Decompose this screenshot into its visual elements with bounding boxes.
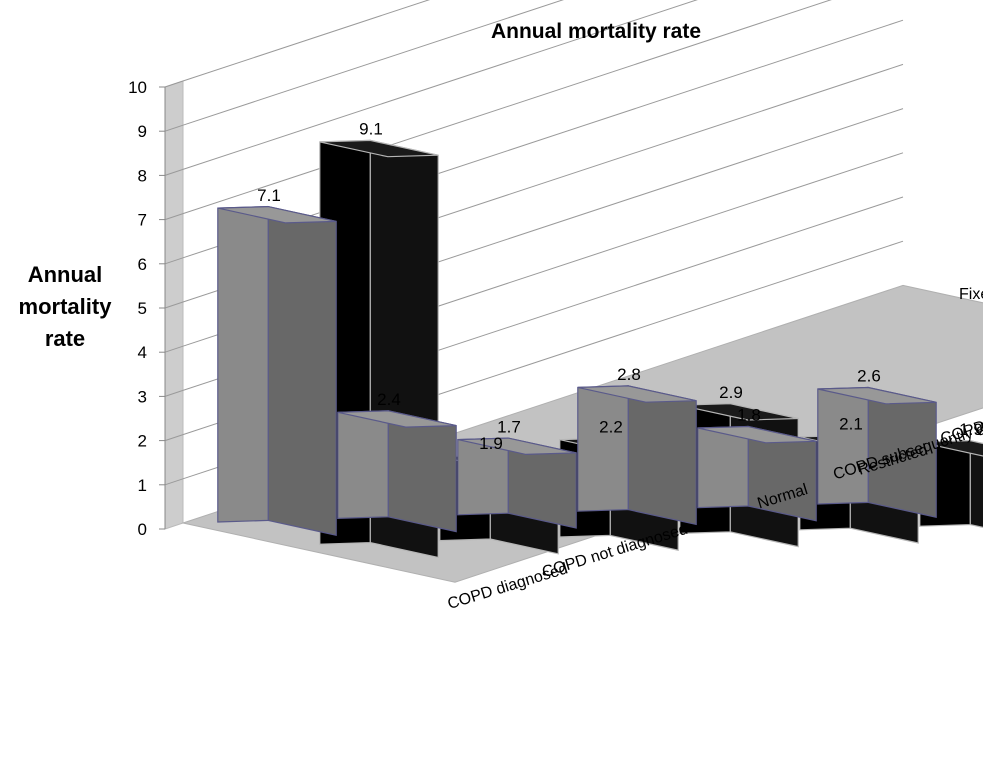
data-label: 2.8 [617, 365, 641, 384]
data-label: 2.4 [377, 390, 401, 409]
gridline [164, 478, 184, 486]
series-axis: LLNFixed ratio [959, 286, 983, 303]
y-axis: 0 1 2 3 4 5 6 7 8 9 10 [128, 78, 166, 539]
bar-fixed-ratio [337, 410, 457, 533]
y-tick-label: 2 [138, 432, 147, 451]
data-labels: 1.9 2.1 2.9 2.2 1.9 9.1 2.6 1.8 2.8 1.7 2.4 7.1 [257, 120, 983, 454]
y-tick-label: 6 [138, 255, 147, 274]
gridline [182, 0, 431, 82]
y-tick-label: 0 [138, 520, 147, 539]
data-label: 1.8 [737, 406, 761, 425]
series-label: Fixed ratio [959, 286, 983, 303]
y-tick-label: 8 [138, 166, 147, 185]
gridline [182, 0, 564, 126]
bars [217, 139, 983, 559]
y-axis-label: Annual mortality rate [19, 262, 113, 351]
data-label: 7.1 [257, 186, 281, 205]
bar-fixed-ratio [457, 437, 577, 529]
y-axis-label-line: Annual [28, 262, 103, 287]
data-label: 1.7 [497, 417, 521, 436]
y-tick-label: 4 [138, 343, 147, 362]
y-tick-label: 1 [138, 476, 147, 495]
bar-fixed-ratio [697, 425, 817, 522]
bar-fixed-ratio [217, 205, 337, 536]
data-label: 2.6 [857, 367, 881, 386]
gridline [164, 257, 184, 265]
y-tick-label: 5 [138, 299, 147, 318]
data-label: 9.1 [359, 120, 383, 139]
data-label: 1.9 [479, 434, 503, 453]
y-tick-label: 9 [138, 122, 147, 141]
gridline [164, 389, 184, 397]
y-tick-label: 3 [138, 387, 147, 406]
gridline [164, 434, 184, 442]
bar-fixed-ratio [817, 386, 937, 518]
gridline [182, 0, 698, 170]
data-label: 2.9 [719, 383, 743, 402]
gridline [164, 124, 184, 132]
gridline [164, 80, 184, 88]
chart-title: Annual mortality rate [491, 20, 701, 43]
data-label: 2.1 [839, 415, 863, 434]
gridline [164, 301, 184, 309]
y-axis-label-line: mortality [19, 294, 113, 319]
gridline [164, 345, 184, 353]
gridline [182, 0, 832, 215]
gridline [164, 168, 184, 176]
y-tick-label: 7 [138, 211, 147, 230]
data-label: 2.2 [599, 417, 623, 436]
y-axis-label-line: rate [45, 326, 85, 351]
y-tick-label: 10 [128, 78, 147, 97]
data-label: 1.9 [959, 420, 983, 439]
gridline [164, 213, 184, 221]
bar-fixed-ratio [577, 385, 697, 526]
